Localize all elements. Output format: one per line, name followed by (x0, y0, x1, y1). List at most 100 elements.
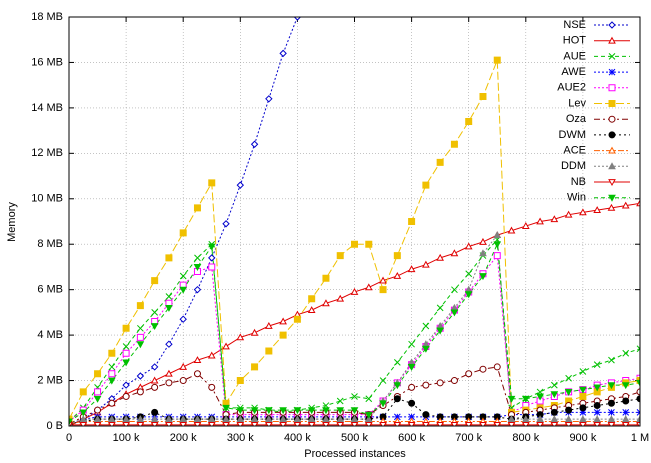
marker (193, 285, 202, 294)
marker (636, 379, 640, 387)
marker (322, 421, 330, 426)
marker (465, 370, 473, 378)
marker (621, 382, 630, 390)
marker (364, 283, 373, 291)
marker (579, 421, 587, 426)
marker (621, 421, 630, 426)
marker (222, 415, 230, 423)
marker (293, 315, 301, 323)
marker (151, 383, 159, 391)
marker (250, 328, 259, 336)
marker (579, 386, 587, 394)
marker (279, 415, 287, 423)
marker (493, 421, 502, 426)
marker (507, 395, 516, 403)
marker (293, 415, 302, 423)
marker (265, 95, 273, 103)
marker (607, 399, 615, 407)
marker (93, 415, 102, 423)
marker (479, 365, 487, 373)
marker (150, 323, 159, 331)
marker (307, 415, 316, 423)
marker (536, 217, 544, 225)
marker (150, 421, 159, 426)
marker (493, 241, 502, 249)
plot-frame (68, 16, 641, 427)
marker (393, 382, 402, 390)
marker (93, 395, 102, 403)
marker (151, 277, 159, 285)
marker (464, 421, 473, 426)
marker (236, 181, 245, 189)
marker (579, 404, 587, 412)
marker (136, 302, 144, 310)
marker (636, 415, 640, 423)
marker (207, 415, 216, 423)
marker (336, 415, 345, 423)
marker (193, 415, 202, 423)
legend-label: HOT (563, 35, 587, 47)
marker (379, 421, 387, 426)
marker (165, 369, 173, 377)
marker (107, 421, 116, 426)
marker (250, 421, 259, 426)
marker (422, 381, 430, 389)
marker (550, 381, 558, 389)
y-tick-label: 12 MB (31, 147, 63, 159)
marker (465, 413, 473, 421)
x-axis-label: Processed instances (304, 448, 406, 460)
marker (108, 363, 116, 371)
marker (365, 395, 373, 403)
marker (364, 421, 373, 426)
marker (493, 231, 502, 239)
marker (408, 413, 415, 421)
marker (550, 415, 559, 423)
marker (479, 237, 487, 245)
marker (593, 421, 602, 426)
marker (608, 21, 616, 29)
marker (279, 421, 287, 426)
marker (150, 376, 159, 384)
marker (279, 407, 287, 415)
y-axis-label: Memory (6, 202, 18, 242)
marker (94, 406, 102, 414)
marker (608, 36, 616, 44)
marker (622, 349, 630, 357)
marker (165, 379, 173, 387)
marker (436, 421, 444, 426)
marker (151, 309, 159, 316)
marker (207, 243, 216, 251)
marker (350, 415, 359, 423)
marker (479, 249, 487, 257)
legend-label: AUE2 (557, 82, 586, 94)
marker (122, 393, 130, 400)
marker (165, 340, 173, 348)
legend-label: DDM (561, 160, 586, 172)
marker (179, 315, 187, 323)
marker (293, 421, 302, 426)
marker (393, 252, 401, 260)
marker (636, 395, 640, 403)
marker (407, 364, 416, 371)
marker (265, 407, 273, 415)
marker (636, 199, 640, 207)
marker (593, 409, 601, 416)
marker (393, 395, 401, 403)
marker (150, 415, 159, 423)
legend-label: Win (567, 192, 586, 204)
marker (550, 408, 558, 416)
marker (408, 383, 416, 391)
x-tick-label: 0 (66, 432, 72, 444)
marker (479, 93, 487, 101)
marker (322, 274, 330, 282)
marker (94, 388, 102, 396)
marker (350, 421, 359, 426)
marker (136, 341, 145, 349)
x-tick-label: 100 k (113, 432, 140, 444)
marker (565, 374, 572, 382)
marker (336, 421, 345, 426)
marker (608, 68, 616, 76)
marker (265, 347, 273, 355)
y-tick-label: 10 MB (31, 193, 63, 205)
